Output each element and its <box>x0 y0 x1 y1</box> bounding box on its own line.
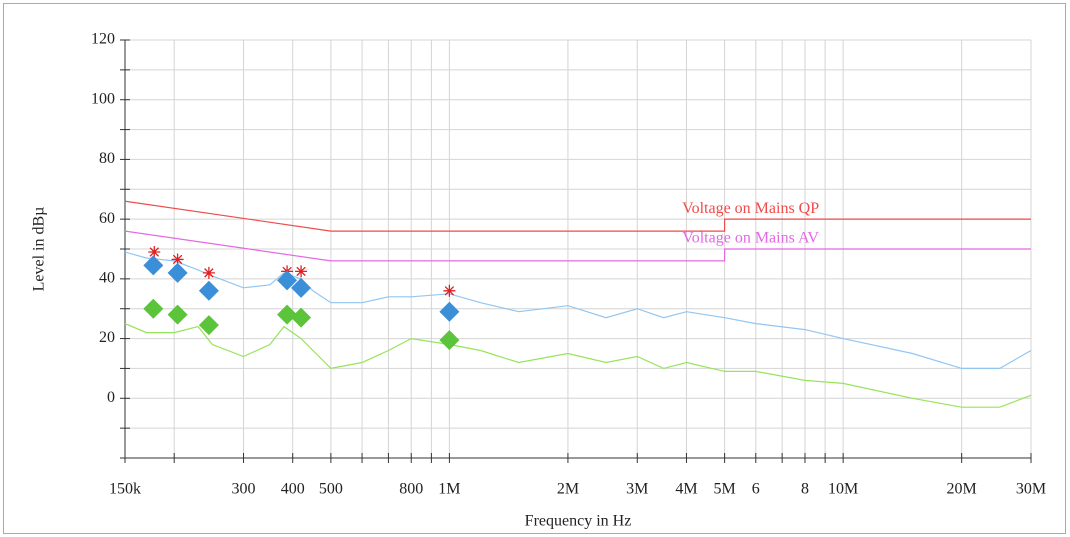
limit-label: Voltage on Mains AV <box>682 230 819 247</box>
diamond-marker <box>277 304 298 325</box>
diamond-marker <box>143 298 164 319</box>
diamond-marker <box>277 270 298 291</box>
diamond-marker <box>143 255 164 276</box>
x-tick-label: 6 <box>752 481 760 498</box>
y-tick-label: 80 <box>99 150 115 167</box>
x-tick-label: 20M <box>947 481 977 498</box>
x-tick-label: 300 <box>232 481 256 498</box>
star-marker <box>202 266 215 279</box>
diamond-marker <box>167 304 188 325</box>
x-tick-label: 10M <box>828 481 858 498</box>
x-tick-label: 400 <box>281 481 305 498</box>
diamond-marker <box>291 307 312 328</box>
x-tick-label: 4M <box>675 481 697 498</box>
x-tick-label: 5M <box>713 481 735 498</box>
x-tick-label: 800 <box>399 481 423 498</box>
diamond-marker <box>439 301 460 322</box>
x-tick-label: 8 <box>801 481 809 498</box>
y-tick-label: 0 <box>107 389 115 406</box>
diamond-marker <box>439 330 460 351</box>
limit-label: Voltage on Mains QP <box>682 200 819 217</box>
x-tick-label: 500 <box>319 481 343 498</box>
y-tick-label: 120 <box>91 31 115 48</box>
x-tick-label: 3M <box>626 481 648 498</box>
x-tick-label: 150k <box>109 481 141 498</box>
x-tick-label: 2M <box>557 481 579 498</box>
trace <box>124 200 1031 232</box>
y-tick-label: 40 <box>99 270 115 287</box>
frame <box>3 3 1066 534</box>
star-marker <box>295 265 308 278</box>
diamond-marker <box>198 280 219 301</box>
trace <box>124 251 1032 369</box>
diamond-marker <box>167 262 188 283</box>
star-marker <box>171 253 184 266</box>
y-tick-label: 20 <box>99 329 115 346</box>
x-tick-label: 1M <box>438 481 460 498</box>
diamond-marker <box>198 315 219 336</box>
x-tick-label: 30M <box>1016 481 1046 498</box>
star-marker <box>443 284 456 297</box>
y-tick-label: 100 <box>91 90 115 107</box>
diamond-marker <box>291 277 312 298</box>
trace <box>124 230 1031 262</box>
y-axis-label: Level in dBµ <box>31 207 48 292</box>
y-tick-label: 60 <box>99 210 115 227</box>
trace <box>124 323 1032 408</box>
star-marker <box>148 245 161 258</box>
x-axis-label: Frequency in Hz <box>525 513 632 530</box>
